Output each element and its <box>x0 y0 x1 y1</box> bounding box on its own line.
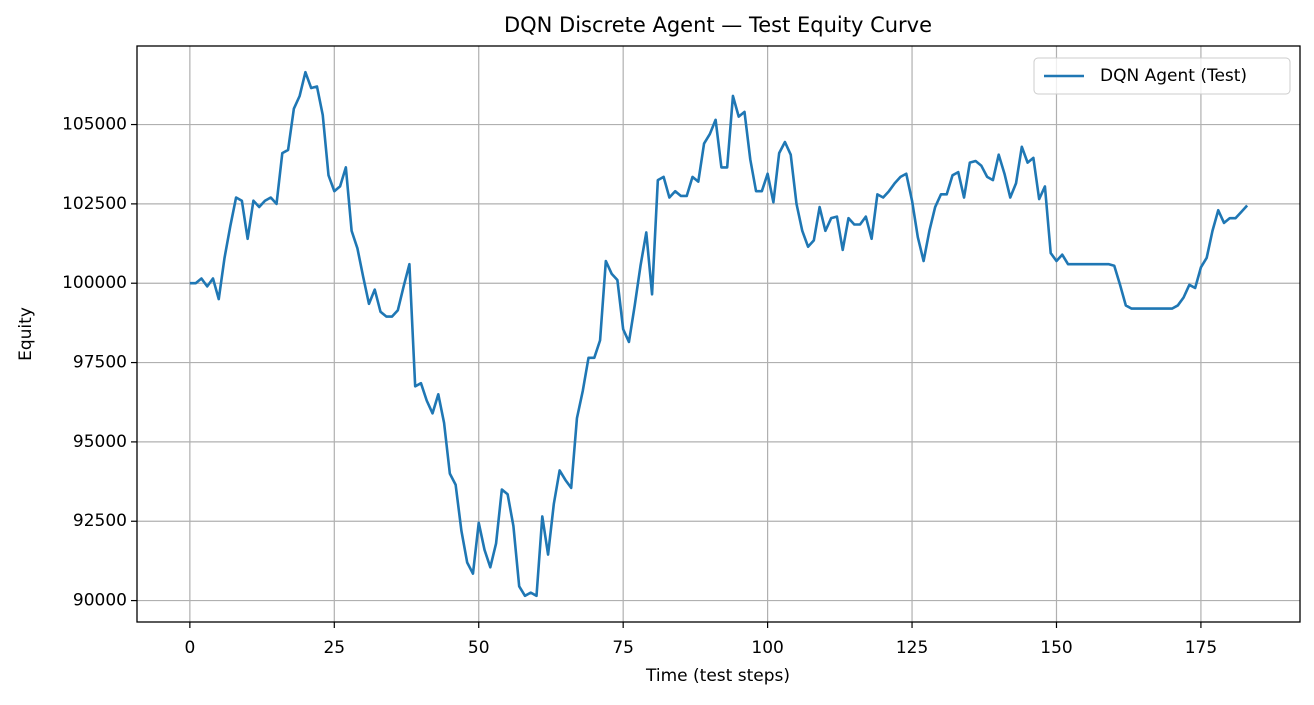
y-tick-label: 90000 <box>73 591 127 611</box>
y-tick-label: 92500 <box>73 511 127 531</box>
x-tick-label: 50 <box>468 638 490 658</box>
y-tick-label: 105000 <box>62 115 127 135</box>
x-tick-label: 0 <box>184 638 195 658</box>
y-axis-label: Equity <box>16 307 36 361</box>
legend: DQN Agent (Test) <box>1033 57 1291 95</box>
x-tick-label: 100 <box>751 638 783 658</box>
plot-frame <box>136 45 1301 623</box>
y-tick-label: 95000 <box>73 432 127 452</box>
x-tick-label: 25 <box>323 638 345 658</box>
chart-title: DQN Discrete Agent — Test Equity Curve <box>504 13 932 37</box>
y-tick-label: 97500 <box>73 353 127 373</box>
data-line <box>189 70 1249 598</box>
x-tick-label: 125 <box>896 638 928 658</box>
legend-label: DQN Agent (Test) <box>1100 66 1247 86</box>
y-tick-label: 100000 <box>62 273 127 293</box>
x-tick-label: 75 <box>612 638 634 658</box>
y-tick-label: 102500 <box>62 194 127 214</box>
x-tick-label: 175 <box>1185 638 1217 658</box>
x-axis-label: Time (test steps) <box>645 666 790 686</box>
legend-box <box>1033 57 1291 95</box>
x-tick-label: 150 <box>1040 638 1072 658</box>
